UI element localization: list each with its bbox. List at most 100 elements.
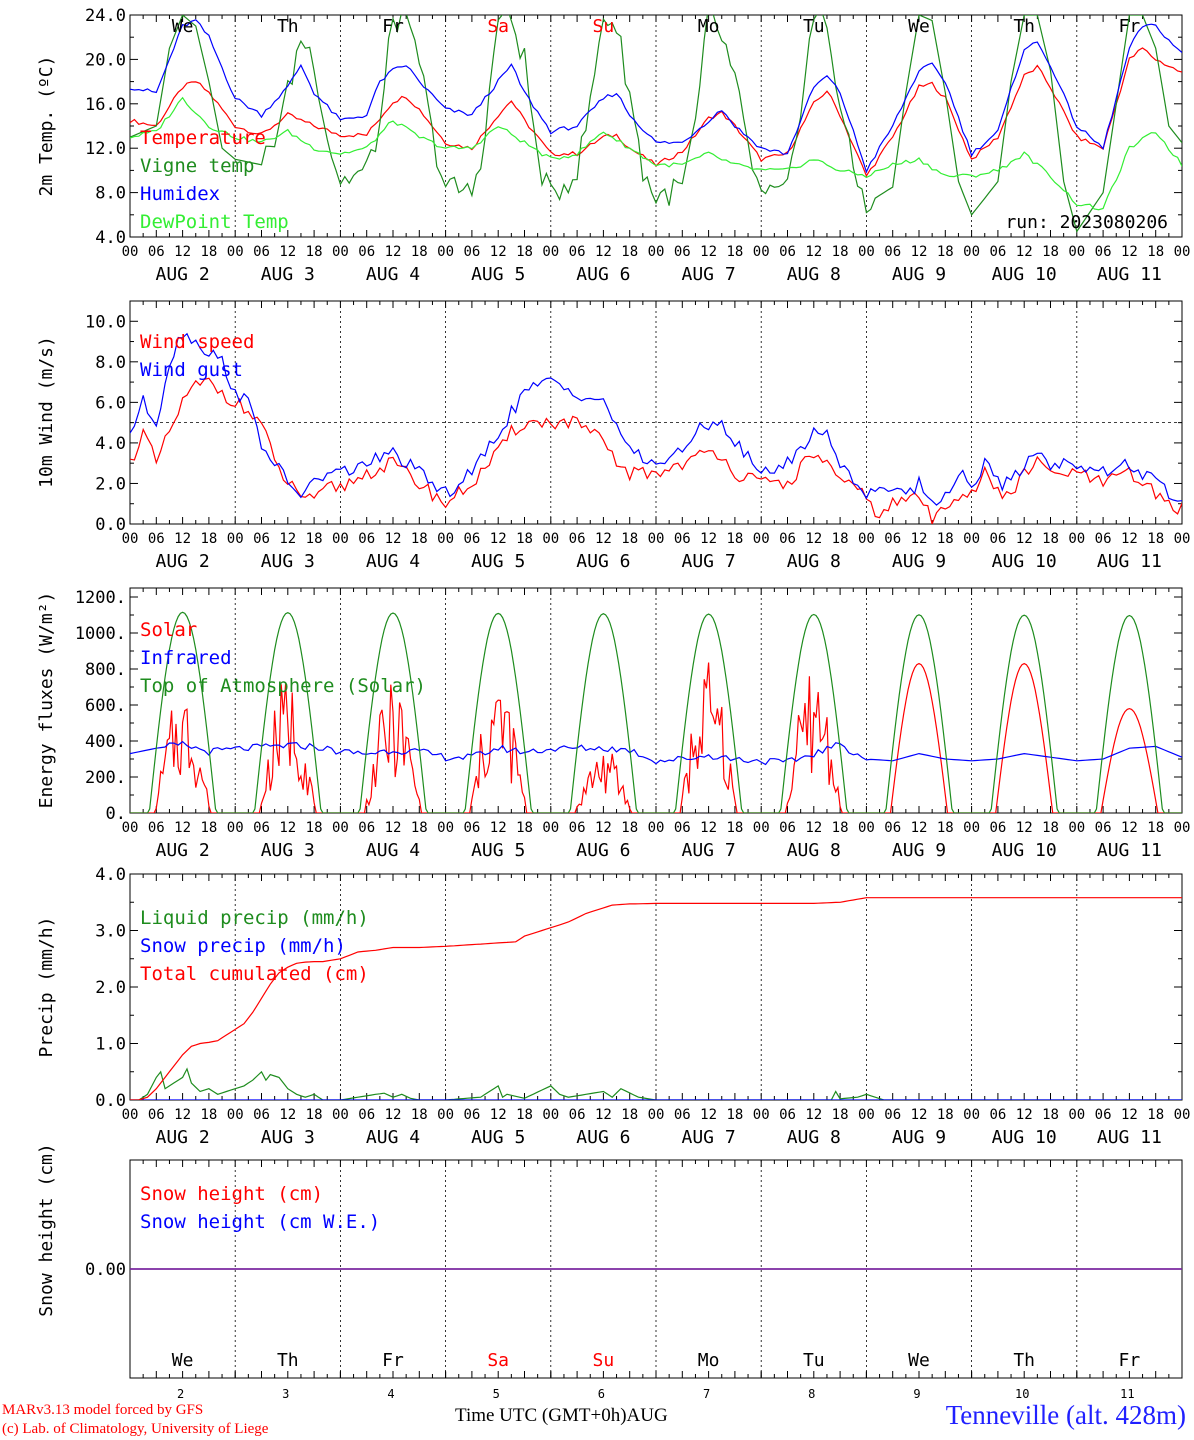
- date-label: AUG 2: [156, 840, 210, 861]
- hour-label: 00: [753, 1107, 770, 1123]
- hour-label: 18: [411, 244, 428, 260]
- hour-label: 06: [358, 531, 375, 547]
- hour-label: 06: [884, 531, 901, 547]
- hour-label: 18: [937, 244, 954, 260]
- hour-label: 12: [174, 244, 191, 260]
- hour-label: 00: [963, 244, 980, 260]
- y-tick-label: 24.0: [85, 6, 126, 26]
- hour-label: 00: [648, 820, 665, 836]
- hour-label: 12: [805, 531, 822, 547]
- hour-label: 00: [332, 1107, 349, 1123]
- day-label: Fr: [1119, 16, 1141, 37]
- hour-label: 06: [148, 1107, 165, 1123]
- hour-label: 00: [227, 1107, 244, 1123]
- y-tick-label: 4.0: [95, 865, 126, 885]
- y-tick-label: 0.0: [95, 515, 126, 535]
- date-label: AUG 11: [1097, 551, 1162, 572]
- y-tick-label: 3.0: [95, 922, 126, 942]
- day-label: We: [908, 1350, 930, 1371]
- hour-label: 06: [989, 820, 1006, 836]
- date-label: AUG 7: [682, 840, 736, 861]
- hour-label: 06: [884, 820, 901, 836]
- hour-label: 18: [832, 531, 849, 547]
- hour-label: 12: [911, 244, 928, 260]
- hour-label: 12: [279, 244, 296, 260]
- hour-label: 00: [1068, 820, 1085, 836]
- hour-label: 18: [306, 531, 323, 547]
- date-label: AUG 6: [576, 840, 630, 861]
- hour-label: 12: [385, 820, 402, 836]
- hour-label: 12: [1121, 244, 1138, 260]
- hour-label: 06: [253, 244, 270, 260]
- hour-label: 12: [490, 244, 507, 260]
- date-label: AUG 7: [682, 551, 736, 572]
- legend-entry: Liquid precip (mm/h): [140, 907, 369, 929]
- hour-label: 12: [1121, 820, 1138, 836]
- hour-label: 18: [411, 531, 428, 547]
- day-label: Mo: [698, 1350, 720, 1371]
- hour-label: 06: [674, 1107, 691, 1123]
- x-axis-title-text: Time UTC (GMT+0h): [455, 1405, 627, 1426]
- legend-entry: Snow height (cm): [140, 1183, 323, 1205]
- hour-label: 12: [1016, 820, 1033, 836]
- hour-label: 12: [700, 1107, 717, 1123]
- hour-label: 18: [726, 1107, 743, 1123]
- station-name: Tenneville (alt. 428m): [945, 1400, 1186, 1430]
- date-label: AUG 6: [576, 264, 630, 285]
- date-label: AUG 3: [261, 840, 315, 861]
- day-label: Fr: [382, 1350, 404, 1371]
- hour-label: 12: [911, 531, 928, 547]
- y-tick-label: 0.: [106, 804, 126, 824]
- hour-label: 00: [858, 531, 875, 547]
- date-label: AUG 2: [156, 1127, 210, 1148]
- hour-label: 18: [1147, 1107, 1164, 1123]
- hour-label: 12: [595, 1107, 612, 1123]
- legend-entry: DewPoint Temp: [140, 211, 289, 233]
- legend-entry: Wind gust: [140, 359, 243, 381]
- date-label: AUG 9: [892, 551, 946, 572]
- hour-label: 00: [1068, 531, 1085, 547]
- hour-label: 00: [858, 820, 875, 836]
- panel-3: 0. 200. 400. 600. 800. 1000. 1200. Energy fluxe…: [36, 587, 1190, 861]
- series-group: [130, 897, 1182, 1100]
- hour-label: 18: [937, 1107, 954, 1123]
- credit-line-1: MARv3.13 model forced by GFS: [2, 1402, 204, 1418]
- day-number: 3: [282, 1387, 289, 1401]
- hour-label: 18: [306, 1107, 323, 1123]
- hour-label: 12: [385, 531, 402, 547]
- hour-label: 06: [569, 820, 586, 836]
- hour-label: 00: [227, 531, 244, 547]
- day-number: 10: [1015, 1387, 1029, 1401]
- hour-label: 18: [1147, 531, 1164, 547]
- hour-label: 00: [753, 531, 770, 547]
- hour-label: 12: [911, 1107, 928, 1123]
- legend-entry: Snow precip (mm/h): [140, 935, 346, 957]
- date-label: AUG 8: [787, 264, 841, 285]
- hour-label: 18: [726, 531, 743, 547]
- day-number: 7: [703, 1387, 710, 1401]
- hour-label: 00: [963, 531, 980, 547]
- day-label: Fr: [382, 16, 404, 37]
- legend-entry: Vigne temp: [140, 155, 254, 177]
- series-line: [130, 15, 1182, 233]
- y-tick-label: 600.: [85, 696, 126, 716]
- date-label: AUG 7: [682, 264, 736, 285]
- series-line: [130, 96, 1182, 211]
- legend-entry: Infrared: [140, 647, 232, 669]
- day-number: 11: [1120, 1387, 1134, 1401]
- hour-label: 00: [1174, 1107, 1191, 1123]
- hour-label: 00: [332, 820, 349, 836]
- hour-label: 18: [516, 531, 533, 547]
- date-label: AUG 9: [892, 1127, 946, 1148]
- y-tick-label: 0.0: [95, 1091, 126, 1111]
- hour-label: 18: [516, 1107, 533, 1123]
- date-label: AUG 3: [261, 264, 315, 285]
- series-line: [130, 332, 1182, 506]
- series-line: [130, 1067, 1182, 1100]
- hour-label: 06: [463, 820, 480, 836]
- hour-label: 06: [358, 1107, 375, 1123]
- x-axis-month: AUG: [626, 1405, 668, 1426]
- series-line: [130, 611, 1182, 813]
- hour-label: 18: [621, 531, 638, 547]
